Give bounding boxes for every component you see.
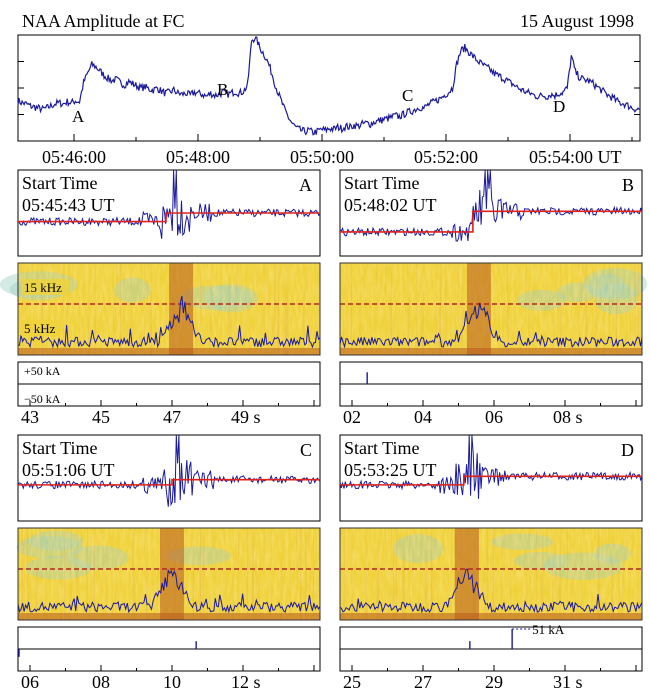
panel-x-tick-label: 31 s xyxy=(553,672,583,692)
overview-x-tick-label: 05:48:00 xyxy=(166,147,230,167)
ka-label-negative: −50 kA xyxy=(24,392,61,406)
start-time-value: 05:48:02 UT xyxy=(344,195,437,215)
spectrogram-frame xyxy=(17,527,321,621)
panel-x-tick-label: 08 s xyxy=(553,407,583,427)
spectrogram-low-band xyxy=(340,348,642,355)
start-time-value: 05:45:43 UT xyxy=(22,195,115,215)
overview-x-tick-label: 05:50:00 xyxy=(290,147,354,167)
reference-level-line xyxy=(340,210,642,233)
spectrogram-low-band xyxy=(18,348,320,355)
overview-x-tick-label: 05:46:00 xyxy=(42,147,106,167)
spectrogram-intensity-trace xyxy=(339,302,643,349)
spectrogram-intensity-trace xyxy=(339,568,643,614)
freq-label-backdrop xyxy=(21,279,69,295)
panel-x-tick-label: 12 s xyxy=(231,672,261,692)
spectrogram-intensity-trace xyxy=(17,568,321,614)
panel-x-tick-label: 06 xyxy=(21,672,39,692)
overview-x-tick-labels: 05:46:00 05:48:00 05:50:00 05:52:00 05:5… xyxy=(42,147,622,167)
panel-x-tick-label: 27 xyxy=(414,672,432,692)
panel-label: A xyxy=(299,175,312,195)
panel-x-tick-label: 10 xyxy=(163,672,181,692)
reference-level-line xyxy=(340,475,642,486)
spectrogram-intensity-trace xyxy=(17,295,321,349)
reference-level-line xyxy=(18,212,320,223)
panel-label: B xyxy=(622,175,634,195)
start-time-label: Start Time xyxy=(344,438,420,458)
spectrogram-frame xyxy=(339,527,643,621)
spectrogram-sferic-band xyxy=(454,528,479,620)
panel-x-tick-label: 47 xyxy=(163,407,181,427)
overview-x-tick-label: 05:54:00 UT xyxy=(529,147,622,167)
overview-event-label-b: B xyxy=(217,80,228,99)
panel-x-tick-label: 25 xyxy=(343,672,361,692)
overview-event-labels: A B C D xyxy=(72,80,565,126)
panel-x-tick-label: 45 xyxy=(92,407,110,427)
start-time-label: Start Time xyxy=(22,438,98,458)
reference-level-line xyxy=(18,478,320,486)
panel-x-tick-label: 29 xyxy=(485,672,503,692)
freq-label-backdrop xyxy=(21,320,61,336)
amplitude-frame xyxy=(17,434,321,522)
overview-plot-frame xyxy=(17,34,641,142)
freq-label-15khz: 15 kHz xyxy=(24,280,62,295)
overview-event-label-a: A xyxy=(72,107,85,126)
overview-amplitude-series xyxy=(17,36,641,136)
overview-title: NAA Amplitude at FC xyxy=(22,11,185,31)
spectrogram-low-band xyxy=(340,613,642,620)
overview-y-ticks xyxy=(18,61,640,115)
spectrogram-sferic-band xyxy=(169,263,194,355)
spectrogram-frame xyxy=(17,262,321,356)
start-time-value: 05:51:06 UT xyxy=(22,460,115,480)
stroke-annotation: 51 kA xyxy=(532,622,565,637)
start-time-label: Start Time xyxy=(22,173,98,193)
panel-x-tick-label: 43 xyxy=(21,407,39,427)
panel-label: C xyxy=(300,440,312,460)
panel-x-tick-label: 06 xyxy=(485,407,503,427)
ka-label-positive: +50 kA xyxy=(24,364,61,378)
panel-label: D xyxy=(621,440,634,460)
amplitude-series xyxy=(339,435,643,499)
start-time-value: 05:53:25 UT xyxy=(344,460,437,480)
panel-x-tick-label: 02 xyxy=(343,407,361,427)
panel-x-tick-label: 49 s xyxy=(231,407,261,427)
spectrogram-low-band xyxy=(18,613,320,620)
overview-panel: NAA Amplitude at FC 15 August 1998 A B C… xyxy=(17,11,641,167)
panel-x-tick-label: 08 xyxy=(92,672,110,692)
panel-x-tick-label: 04 xyxy=(414,407,432,427)
spectrogram-streaks xyxy=(18,263,320,355)
overview-event-label-d: D xyxy=(553,97,565,116)
overview-event-label-c: C xyxy=(402,86,413,105)
freq-label-5khz: 5 kHz xyxy=(24,321,56,336)
overview-date: 15 August 1998 xyxy=(520,11,634,31)
overview-x-tick-label: 05:52:00 xyxy=(414,147,478,167)
start-time-label: Start Time xyxy=(344,173,420,193)
spectrogram-frame xyxy=(339,262,643,356)
overview-x-ticks xyxy=(73,134,633,141)
